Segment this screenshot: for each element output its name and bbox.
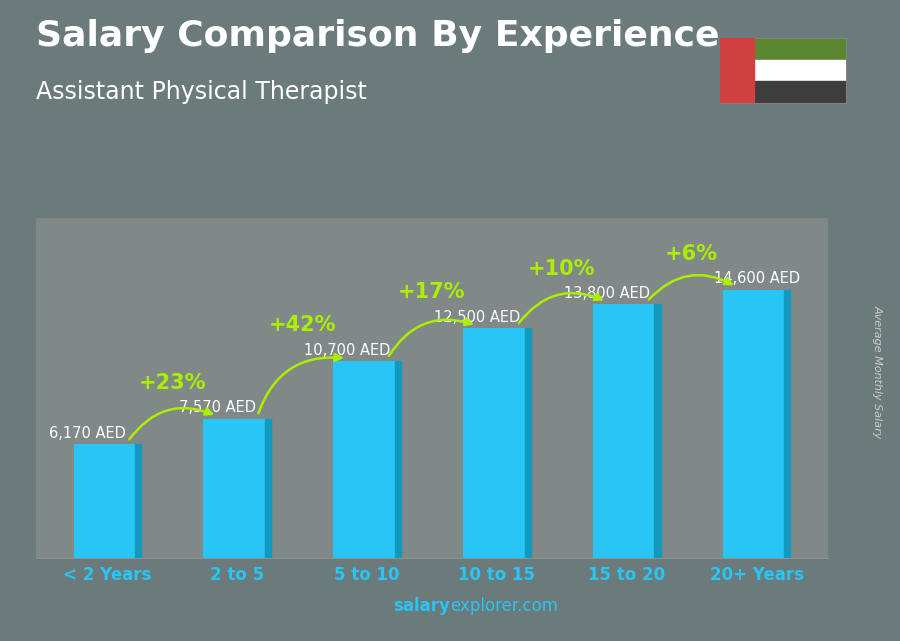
Text: +6%: +6% [665, 244, 718, 264]
Text: Average Monthly Salary: Average Monthly Salary [872, 305, 883, 438]
Text: Salary Comparison By Experience: Salary Comparison By Experience [36, 19, 719, 53]
Text: +23%: +23% [139, 373, 206, 393]
Text: 13,800 AED: 13,800 AED [564, 286, 651, 301]
Text: salary: salary [393, 597, 450, 615]
Text: 12,500 AED: 12,500 AED [435, 310, 520, 325]
Bar [395, 361, 400, 558]
Text: +10%: +10% [528, 258, 596, 279]
Text: 6,170 AED: 6,170 AED [50, 426, 126, 441]
Bar [720, 60, 846, 81]
Bar [265, 419, 271, 558]
Bar [74, 444, 141, 558]
Text: 10,700 AED: 10,700 AED [304, 343, 391, 358]
Bar [720, 38, 753, 103]
Text: 14,600 AED: 14,600 AED [714, 271, 800, 287]
Text: +42%: +42% [268, 315, 336, 335]
Bar [593, 304, 661, 558]
Bar [784, 290, 790, 558]
Bar [525, 328, 531, 558]
Bar [203, 419, 271, 558]
Text: explorer.com: explorer.com [450, 597, 558, 615]
Bar [135, 444, 141, 558]
Bar [720, 81, 846, 103]
Bar [723, 290, 790, 558]
Bar [464, 328, 531, 558]
Bar [333, 361, 400, 558]
Text: Assistant Physical Therapist: Assistant Physical Therapist [36, 80, 367, 104]
Bar [654, 304, 661, 558]
Text: +17%: +17% [398, 283, 466, 303]
Text: 7,570 AED: 7,570 AED [179, 401, 256, 415]
Bar [720, 38, 846, 60]
